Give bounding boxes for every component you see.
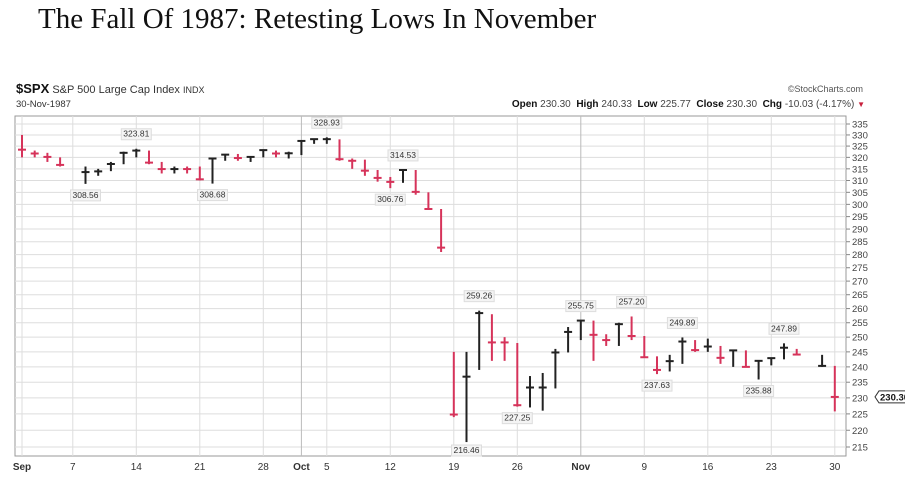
annotation-label: 314.53 — [390, 150, 416, 160]
y-tick-label: 235 — [852, 378, 868, 389]
annotation-label: 323.81 — [123, 129, 149, 139]
y-tick-label: 250 — [852, 333, 868, 344]
open-value: 230.30 — [540, 99, 571, 110]
y-tick-label: 230 — [852, 393, 868, 404]
x-tick-label: 16 — [702, 462, 714, 473]
annotation-box — [501, 412, 533, 425]
close-label: Close — [696, 99, 724, 110]
y-tick-label: 270 — [852, 277, 868, 288]
y-tick-label: 285 — [852, 237, 868, 248]
index-name: S&P 500 Large Cap Index — [52, 84, 180, 96]
annotation-label: 255.75 — [568, 301, 594, 311]
x-tick-label: 19 — [448, 462, 460, 473]
close-value: 230.30 — [726, 99, 758, 110]
plot-area — [14, 115, 847, 457]
annotation-label: 237.63 — [644, 380, 670, 390]
x-tick-label: 7 — [70, 462, 76, 473]
annotation-label: 249.89 — [669, 317, 695, 327]
x-tick-label: Oct — [293, 462, 310, 473]
x-tick-label: 14 — [131, 462, 143, 473]
annotation-box — [463, 290, 495, 303]
page-title: The Fall Of 1987: Retesting Lows In Nove… — [38, 3, 597, 35]
x-tick-label: Nov — [571, 462, 590, 473]
y-tick-label: 245 — [852, 347, 868, 358]
annotation-box — [666, 316, 698, 329]
annotation-label: 247.89 — [771, 323, 797, 333]
x-tick-label: 9 — [642, 462, 648, 473]
annotation-box — [641, 379, 673, 392]
annotation-label: 216.46 — [454, 445, 480, 455]
annotation-box — [120, 128, 152, 141]
high-label: High — [576, 99, 599, 110]
y-tick-label: 260 — [852, 304, 868, 315]
annotation-box — [616, 295, 648, 308]
annotation-label: 227.25 — [504, 413, 530, 423]
low-value: 225.77 — [660, 99, 691, 110]
low-label: Low — [637, 99, 658, 110]
x-tick-label: 30 — [829, 462, 841, 473]
annotation-box — [451, 444, 482, 457]
ticker: $SPX — [16, 81, 50, 96]
high-value: 240.33 — [601, 99, 632, 110]
y-tick-label: 290 — [852, 225, 868, 236]
y-tick-label: 320 — [852, 153, 868, 164]
chart-date: 30-Nov-1987 — [16, 99, 71, 110]
annotation-box — [387, 149, 419, 162]
x-tick-label: 26 — [512, 462, 524, 473]
ohlc-readout: Open 230.30 High 240.33 Low 225.77 Close… — [512, 99, 865, 111]
annotation-label: 306.76 — [377, 194, 403, 204]
y-tick-label: 225 — [852, 409, 868, 420]
annotation-box — [374, 193, 406, 206]
y-tick-label: 275 — [852, 263, 868, 274]
y-tick-label: 325 — [852, 142, 868, 153]
y-tick-label: 305 — [852, 188, 868, 199]
x-tick-label: 21 — [194, 462, 206, 473]
chg-label: Chg — [762, 99, 783, 110]
down-arrow-icon: ▼ — [857, 100, 865, 109]
annotation-label: 259.26 — [466, 291, 492, 301]
y-tick-label: 295 — [852, 212, 868, 223]
annotation-label: 257.20 — [619, 296, 645, 306]
annotation-box — [768, 322, 800, 335]
last-price-marker — [874, 390, 905, 404]
y-tick-label: 280 — [852, 250, 868, 261]
annotation-box — [565, 300, 597, 313]
x-tick-label: 28 — [258, 462, 270, 473]
annotation-label: 308.56 — [73, 190, 99, 200]
y-tick-label: 315 — [852, 164, 868, 175]
y-tick-label: 265 — [852, 290, 868, 301]
y-tick-label: 300 — [852, 200, 868, 211]
annotation-label: 328.93 — [314, 117, 340, 127]
annotation-box — [197, 189, 228, 202]
x-tick-label: 23 — [766, 462, 778, 473]
x-tick-label: 12 — [385, 462, 397, 473]
annotation-box — [70, 189, 101, 202]
symbol-header: $SPX S&P 500 Large Cap Index INDX — [16, 82, 205, 97]
y-tick-label: 220 — [852, 426, 868, 437]
annotation-box — [311, 116, 343, 129]
annotation-label: 308.68 — [200, 190, 226, 200]
y-tick-label: 310 — [852, 176, 868, 187]
exchange: INDX — [183, 85, 205, 95]
annotation-label: 235.88 — [746, 385, 772, 395]
y-tick-label: 215 — [852, 443, 868, 454]
y-tick-label: 330 — [852, 130, 868, 141]
copyright: ©StockCharts.com — [787, 84, 863, 94]
y-tick-label: 335 — [852, 120, 868, 131]
annotation-box — [743, 384, 775, 397]
x-tick-label: Sep — [13, 462, 31, 473]
chg-value: -10.03 (-4.17%) — [784, 99, 855, 110]
y-tick-label: 255 — [852, 318, 868, 329]
last-price-label: 230.30 — [880, 392, 905, 403]
y-tick-label: 240 — [852, 362, 868, 373]
open-label: Open — [511, 99, 538, 110]
x-tick-label: 5 — [324, 462, 330, 473]
